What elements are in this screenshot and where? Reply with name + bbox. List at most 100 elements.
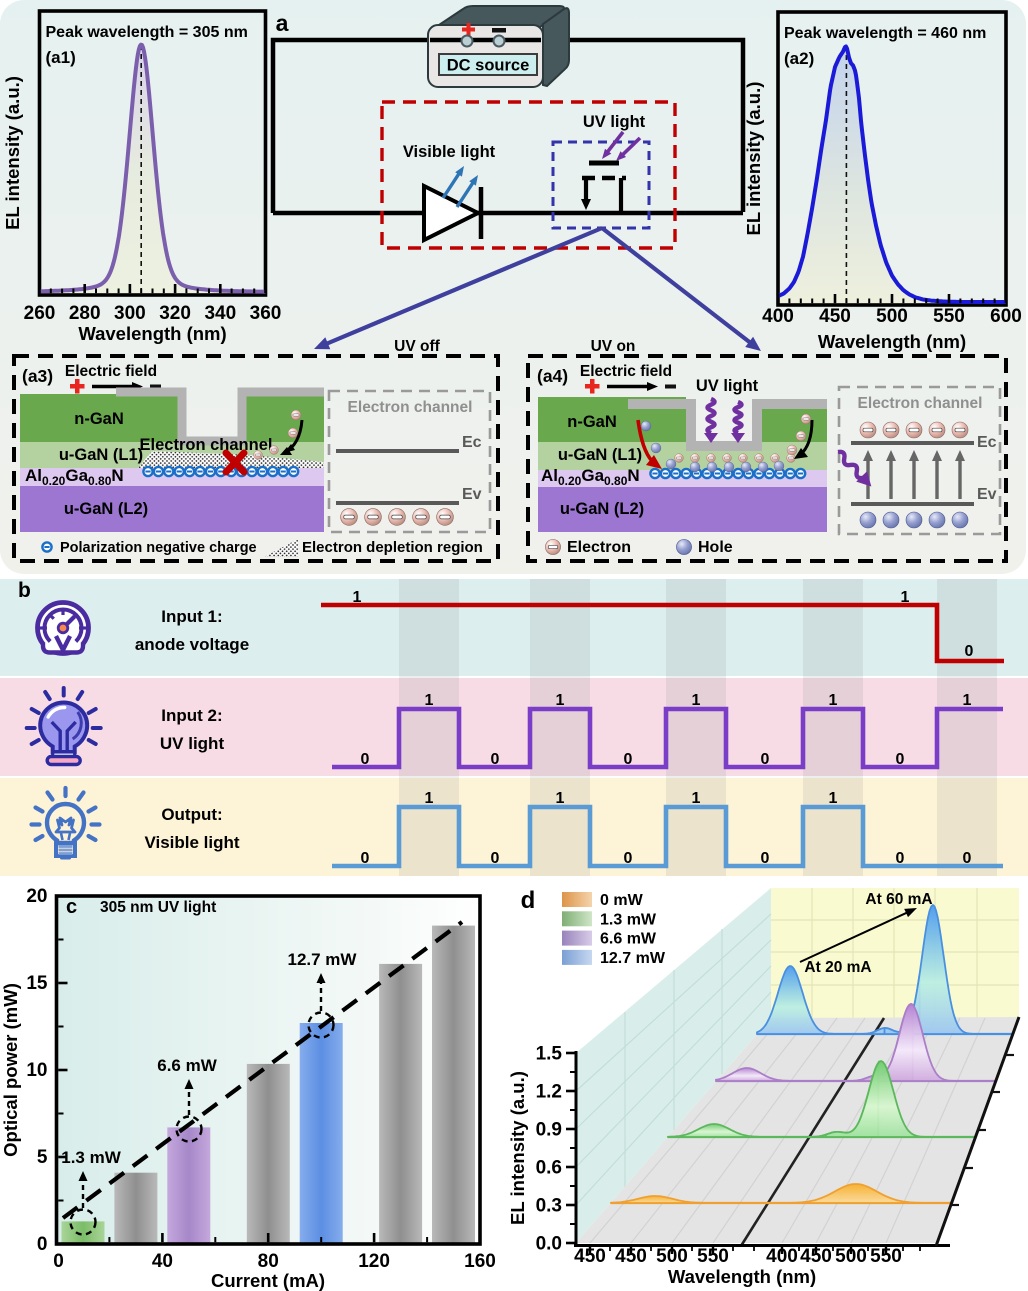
svg-text:0: 0 [963,850,972,867]
svg-text:80: 80 [258,1251,279,1272]
svg-text:Input 1:: Input 1: [161,607,222,626]
svg-text:160: 160 [464,1251,496,1272]
svg-text:UV light: UV light [160,734,225,753]
svg-text:0 mW: 0 mW [600,892,644,909]
svg-text:600: 600 [990,306,1022,327]
svg-text:Optical power (mW): Optical power (mW) [0,983,21,1157]
svg-text:500: 500 [876,306,908,327]
svg-text:Input 2:: Input 2: [161,706,222,725]
svg-text:Electric field: Electric field [580,363,672,380]
svg-text:0: 0 [896,850,905,867]
svg-text:1.3 mW: 1.3 mW [600,911,657,928]
svg-text:Polarization negative charge: Polarization negative charge [60,540,257,556]
svg-text:0: 0 [761,850,770,867]
svg-text:1: 1 [556,790,565,807]
svg-text:1: 1 [692,692,701,709]
svg-text:(a1): (a1) [46,48,76,67]
svg-text:120: 120 [358,1251,390,1272]
svg-text:305 nm UV light: 305 nm UV light [100,899,216,916]
svg-text:6.6 mW: 6.6 mW [600,931,657,948]
svg-text:1.3 mW: 1.3 mW [61,1148,121,1167]
svg-text:u-GaN (L1): u-GaN (L1) [558,446,642,464]
svg-text:0: 0 [491,751,500,768]
svg-text:1: 1 [556,692,565,709]
svg-text:0: 0 [361,850,370,867]
svg-text:Ec: Ec [462,434,482,451]
svg-text:c: c [66,896,77,918]
svg-text:n-GaN: n-GaN [74,410,124,428]
svg-text:(a3): (a3) [22,366,53,386]
svg-text:0.3: 0.3 [536,1196,562,1217]
svg-text:1: 1 [353,589,362,606]
svg-text:Electron channel: Electron channel [858,395,983,412]
svg-text:UV light: UV light [583,113,646,131]
svg-text:5: 5 [37,1147,48,1168]
svg-text:u-GaN (L1): u-GaN (L1) [59,446,143,464]
svg-text:Electron channel: Electron channel [140,436,273,454]
svg-text:0: 0 [624,850,633,867]
svg-text:Electric field: Electric field [65,363,157,380]
svg-text:Output:: Output: [161,805,222,824]
svg-text:(a4): (a4) [537,366,568,386]
svg-text:1.2: 1.2 [536,1082,562,1103]
svg-text:12.7 mW: 12.7 mW [288,950,358,969]
svg-text:1.5: 1.5 [536,1044,563,1065]
svg-text:500: 500 [656,1246,688,1267]
svg-text:0.9: 0.9 [536,1120,562,1141]
svg-text:6.6 mW: 6.6 mW [157,1056,217,1075]
svg-text:1: 1 [425,790,434,807]
svg-text:40: 40 [152,1251,173,1272]
svg-text:Ec: Ec [977,434,997,451]
svg-text:Wavelength (nm): Wavelength (nm) [78,323,226,344]
svg-text:DC source: DC source [447,57,530,75]
svg-text:At 20 mA: At 20 mA [804,959,871,976]
svg-text:1: 1 [692,790,701,807]
svg-text:Hole: Hole [698,539,733,556]
svg-text:360: 360 [250,303,282,324]
svg-text:450: 450 [800,1246,832,1267]
svg-text:Electron channel: Electron channel [348,399,473,416]
svg-text:1: 1 [829,790,838,807]
svg-text:0: 0 [37,1234,48,1255]
svg-text:550: 550 [697,1246,729,1267]
svg-text:Wavelength (nm): Wavelength (nm) [818,331,966,352]
svg-text:0: 0 [965,643,974,660]
svg-text:550: 550 [933,306,965,327]
svg-text:450: 450 [615,1246,647,1267]
svg-text:UV light: UV light [696,377,759,395]
svg-text:EL intensity (a.u.): EL intensity (a.u.) [2,76,23,230]
svg-text:EL intensity (a.u.): EL intensity (a.u.) [507,1071,528,1225]
svg-text:450: 450 [819,306,851,327]
svg-text:450: 450 [574,1246,606,1267]
svg-text:Wavelength (nm): Wavelength (nm) [668,1266,816,1287]
svg-text:Peak wavelength = 305 nm: Peak wavelength = 305 nm [46,24,248,41]
svg-text:u-GaN (L2): u-GaN (L2) [64,500,148,518]
svg-text:12.7 mW: 12.7 mW [600,950,666,967]
svg-text:0: 0 [361,751,370,768]
svg-text:d: d [521,887,536,914]
svg-text:20: 20 [26,886,47,907]
svg-text:320: 320 [159,303,191,324]
svg-text:Ev: Ev [462,486,482,503]
svg-text:0.0: 0.0 [536,1234,562,1255]
svg-text:400: 400 [766,1246,798,1267]
svg-text:550: 550 [870,1246,902,1267]
svg-text:1: 1 [829,692,838,709]
svg-text:UV on: UV on [591,338,636,355]
svg-text:1: 1 [963,692,972,709]
svg-text:u-GaN (L2): u-GaN (L2) [560,500,644,518]
svg-text:Visible light: Visible light [403,143,496,161]
svg-text:0: 0 [761,751,770,768]
svg-text:Visible light: Visible light [144,833,239,852]
svg-text:Current (mA): Current (mA) [211,1270,325,1291]
svg-text:15: 15 [26,973,48,994]
svg-text:300: 300 [114,303,146,324]
svg-text:Ev: Ev [977,486,997,503]
svg-text:0: 0 [896,751,905,768]
svg-text:Peak wavelength = 460 nm: Peak wavelength = 460 nm [784,25,986,42]
svg-text:0: 0 [491,850,500,867]
svg-text:10: 10 [26,1060,47,1081]
svg-text:UV off: UV off [394,338,440,355]
svg-text:400: 400 [762,306,794,327]
svg-text:500: 500 [835,1246,867,1267]
